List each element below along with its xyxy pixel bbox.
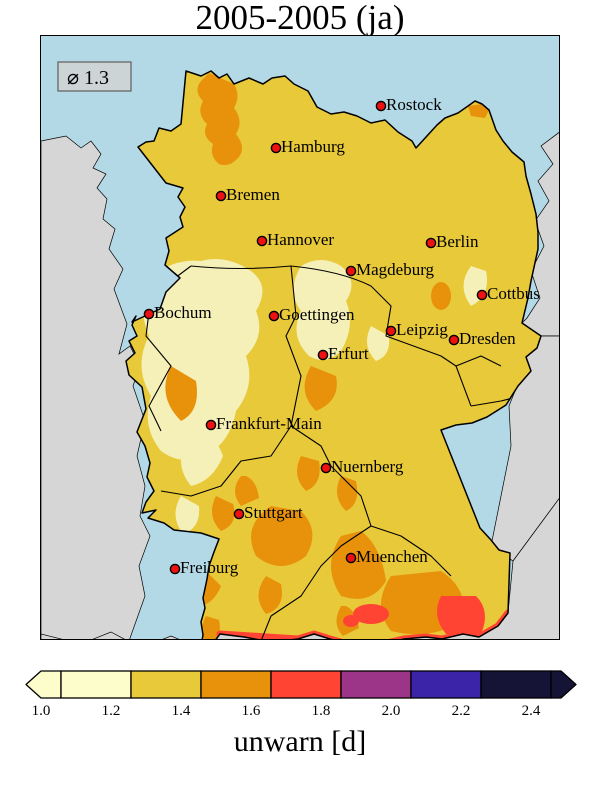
svg-text:Frankfurt-Main: Frankfurt-Main: [216, 414, 322, 433]
svg-text:Cottbus: Cottbus: [487, 284, 540, 303]
svg-text:Leipzig: Leipzig: [396, 320, 448, 339]
svg-text:Stuttgart: Stuttgart: [244, 503, 303, 522]
svg-text:Bremen: Bremen: [226, 185, 280, 204]
svg-text:Freiburg: Freiburg: [180, 558, 239, 577]
svg-text:Erfurt: Erfurt: [328, 344, 369, 363]
svg-text:Goettingen: Goettingen: [279, 305, 355, 324]
svg-text:Bochum: Bochum: [154, 303, 212, 322]
svg-text:⌀ 1.3: ⌀ 1.3: [67, 67, 109, 89]
svg-text:Rostock: Rostock: [386, 95, 442, 114]
svg-text:Berlin: Berlin: [436, 232, 479, 251]
svg-text:Nuernberg: Nuernberg: [331, 457, 404, 476]
svg-text:Hannover: Hannover: [267, 230, 334, 249]
svg-text:Dresden: Dresden: [459, 329, 516, 348]
svg-text:Hamburg: Hamburg: [281, 137, 345, 156]
svg-text:Magdeburg: Magdeburg: [356, 260, 435, 279]
svg-text:Muenchen: Muenchen: [356, 547, 428, 566]
